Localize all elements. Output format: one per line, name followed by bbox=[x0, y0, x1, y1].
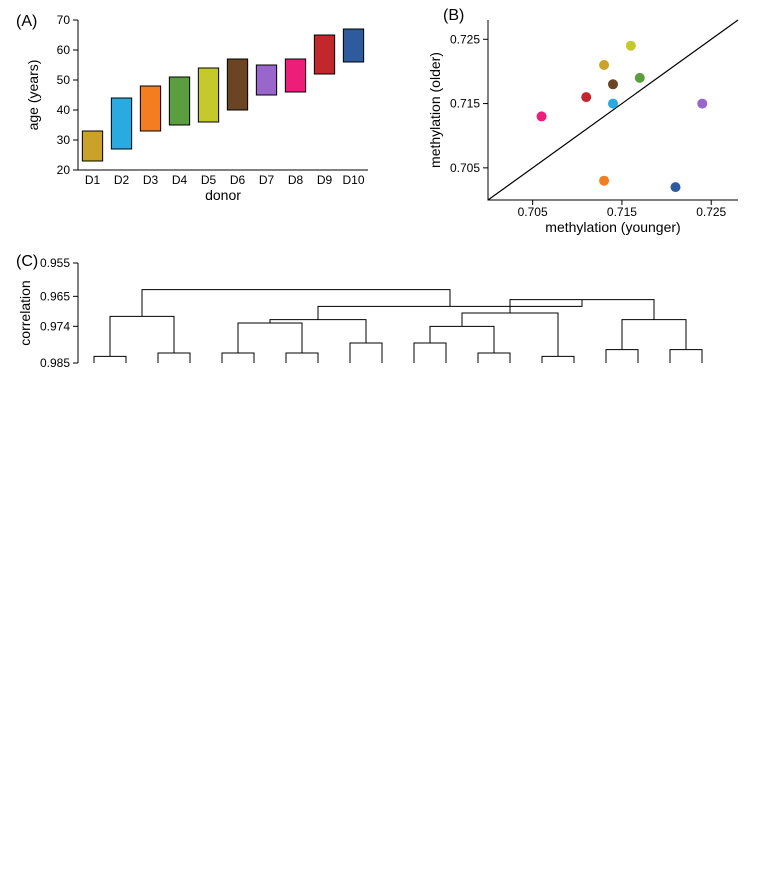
svg-text:0.705: 0.705 bbox=[450, 161, 480, 175]
panel-b: 0.705 0.715 0.725 0.705 0.715 0.725 methylatio… bbox=[427, 20, 738, 235]
panel-b-label: (B) bbox=[443, 8, 464, 24]
panel-c-label: (C) bbox=[16, 253, 38, 270]
panel-a-label: (A) bbox=[16, 13, 37, 30]
age-bar-D1 bbox=[82, 131, 102, 161]
svg-text:0.974: 0.974 bbox=[40, 319, 70, 333]
scatter-D1 bbox=[599, 60, 609, 70]
svg-text:D7: D7 bbox=[259, 173, 275, 187]
svg-text:D1: D1 bbox=[85, 173, 101, 187]
svg-text:D10: D10 bbox=[342, 173, 364, 187]
scatter-D10 bbox=[671, 182, 681, 192]
svg-text:0.955: 0.955 bbox=[40, 256, 70, 270]
scatter-D9 bbox=[581, 92, 591, 102]
age-bar-D8 bbox=[285, 59, 305, 92]
age-bar-D4 bbox=[169, 77, 189, 125]
svg-text:0.985: 0.985 bbox=[40, 356, 70, 370]
age-bar-D10 bbox=[343, 29, 363, 62]
scatter-D3 bbox=[599, 176, 609, 186]
svg-text:age (years): age (years) bbox=[25, 60, 41, 131]
age-bar-D3 bbox=[140, 86, 160, 131]
figure-svg: (A) 20 30 40 50 60 70 age (years) D1 D2 D3 D4 D5 D6 D7… bbox=[8, 8, 776, 875]
svg-text:D3: D3 bbox=[143, 173, 159, 187]
svg-text:methylation (older): methylation (older) bbox=[427, 52, 443, 168]
svg-text:50: 50 bbox=[57, 73, 71, 87]
panel-a: 20 30 40 50 60 70 age (years) D1 D2 D3 D4 D5 D6 D7 D8 D… bbox=[25, 13, 368, 203]
svg-text:70: 70 bbox=[57, 13, 71, 27]
svg-text:D6: D6 bbox=[230, 173, 246, 187]
svg-text:correlation: correlation bbox=[17, 280, 33, 345]
age-bar-D9 bbox=[314, 35, 334, 74]
scatter-D4 bbox=[635, 73, 645, 83]
scatter-D2 bbox=[608, 99, 618, 109]
scatter-D6 bbox=[608, 79, 618, 89]
svg-text:60: 60 bbox=[57, 43, 71, 57]
svg-text:D4: D4 bbox=[172, 173, 188, 187]
panel-c: 0.955 0.965 0.974 0.985 correlation bbox=[17, 256, 702, 370]
scatter-D5 bbox=[626, 41, 636, 51]
svg-text:D8: D8 bbox=[288, 173, 304, 187]
svg-text:methylation (younger): methylation (younger) bbox=[545, 219, 680, 235]
svg-text:0.705: 0.705 bbox=[518, 205, 548, 219]
age-bar-D2 bbox=[111, 98, 131, 149]
age-bar-D7 bbox=[256, 65, 276, 95]
figure-root: (A) 20 30 40 50 60 70 age (years) D1 D2 D3 D4 D5 D6 D7… bbox=[8, 8, 776, 880]
age-bar-D5 bbox=[198, 68, 218, 122]
svg-text:D5: D5 bbox=[201, 173, 217, 187]
svg-text:D2: D2 bbox=[114, 173, 130, 187]
svg-text:0.715: 0.715 bbox=[607, 205, 637, 219]
svg-text:30: 30 bbox=[57, 133, 71, 147]
svg-text:0.725: 0.725 bbox=[450, 32, 480, 46]
age-bar-D6 bbox=[227, 59, 247, 110]
svg-text:donor: donor bbox=[205, 187, 241, 203]
svg-text:40: 40 bbox=[57, 103, 71, 117]
svg-text:0.965: 0.965 bbox=[40, 289, 70, 303]
svg-text:D9: D9 bbox=[317, 173, 333, 187]
scatter-D7 bbox=[697, 99, 707, 109]
scatter-D8 bbox=[537, 111, 547, 121]
svg-text:0.715: 0.715 bbox=[450, 97, 480, 111]
svg-text:0.725: 0.725 bbox=[696, 205, 726, 219]
svg-text:20: 20 bbox=[57, 163, 71, 177]
